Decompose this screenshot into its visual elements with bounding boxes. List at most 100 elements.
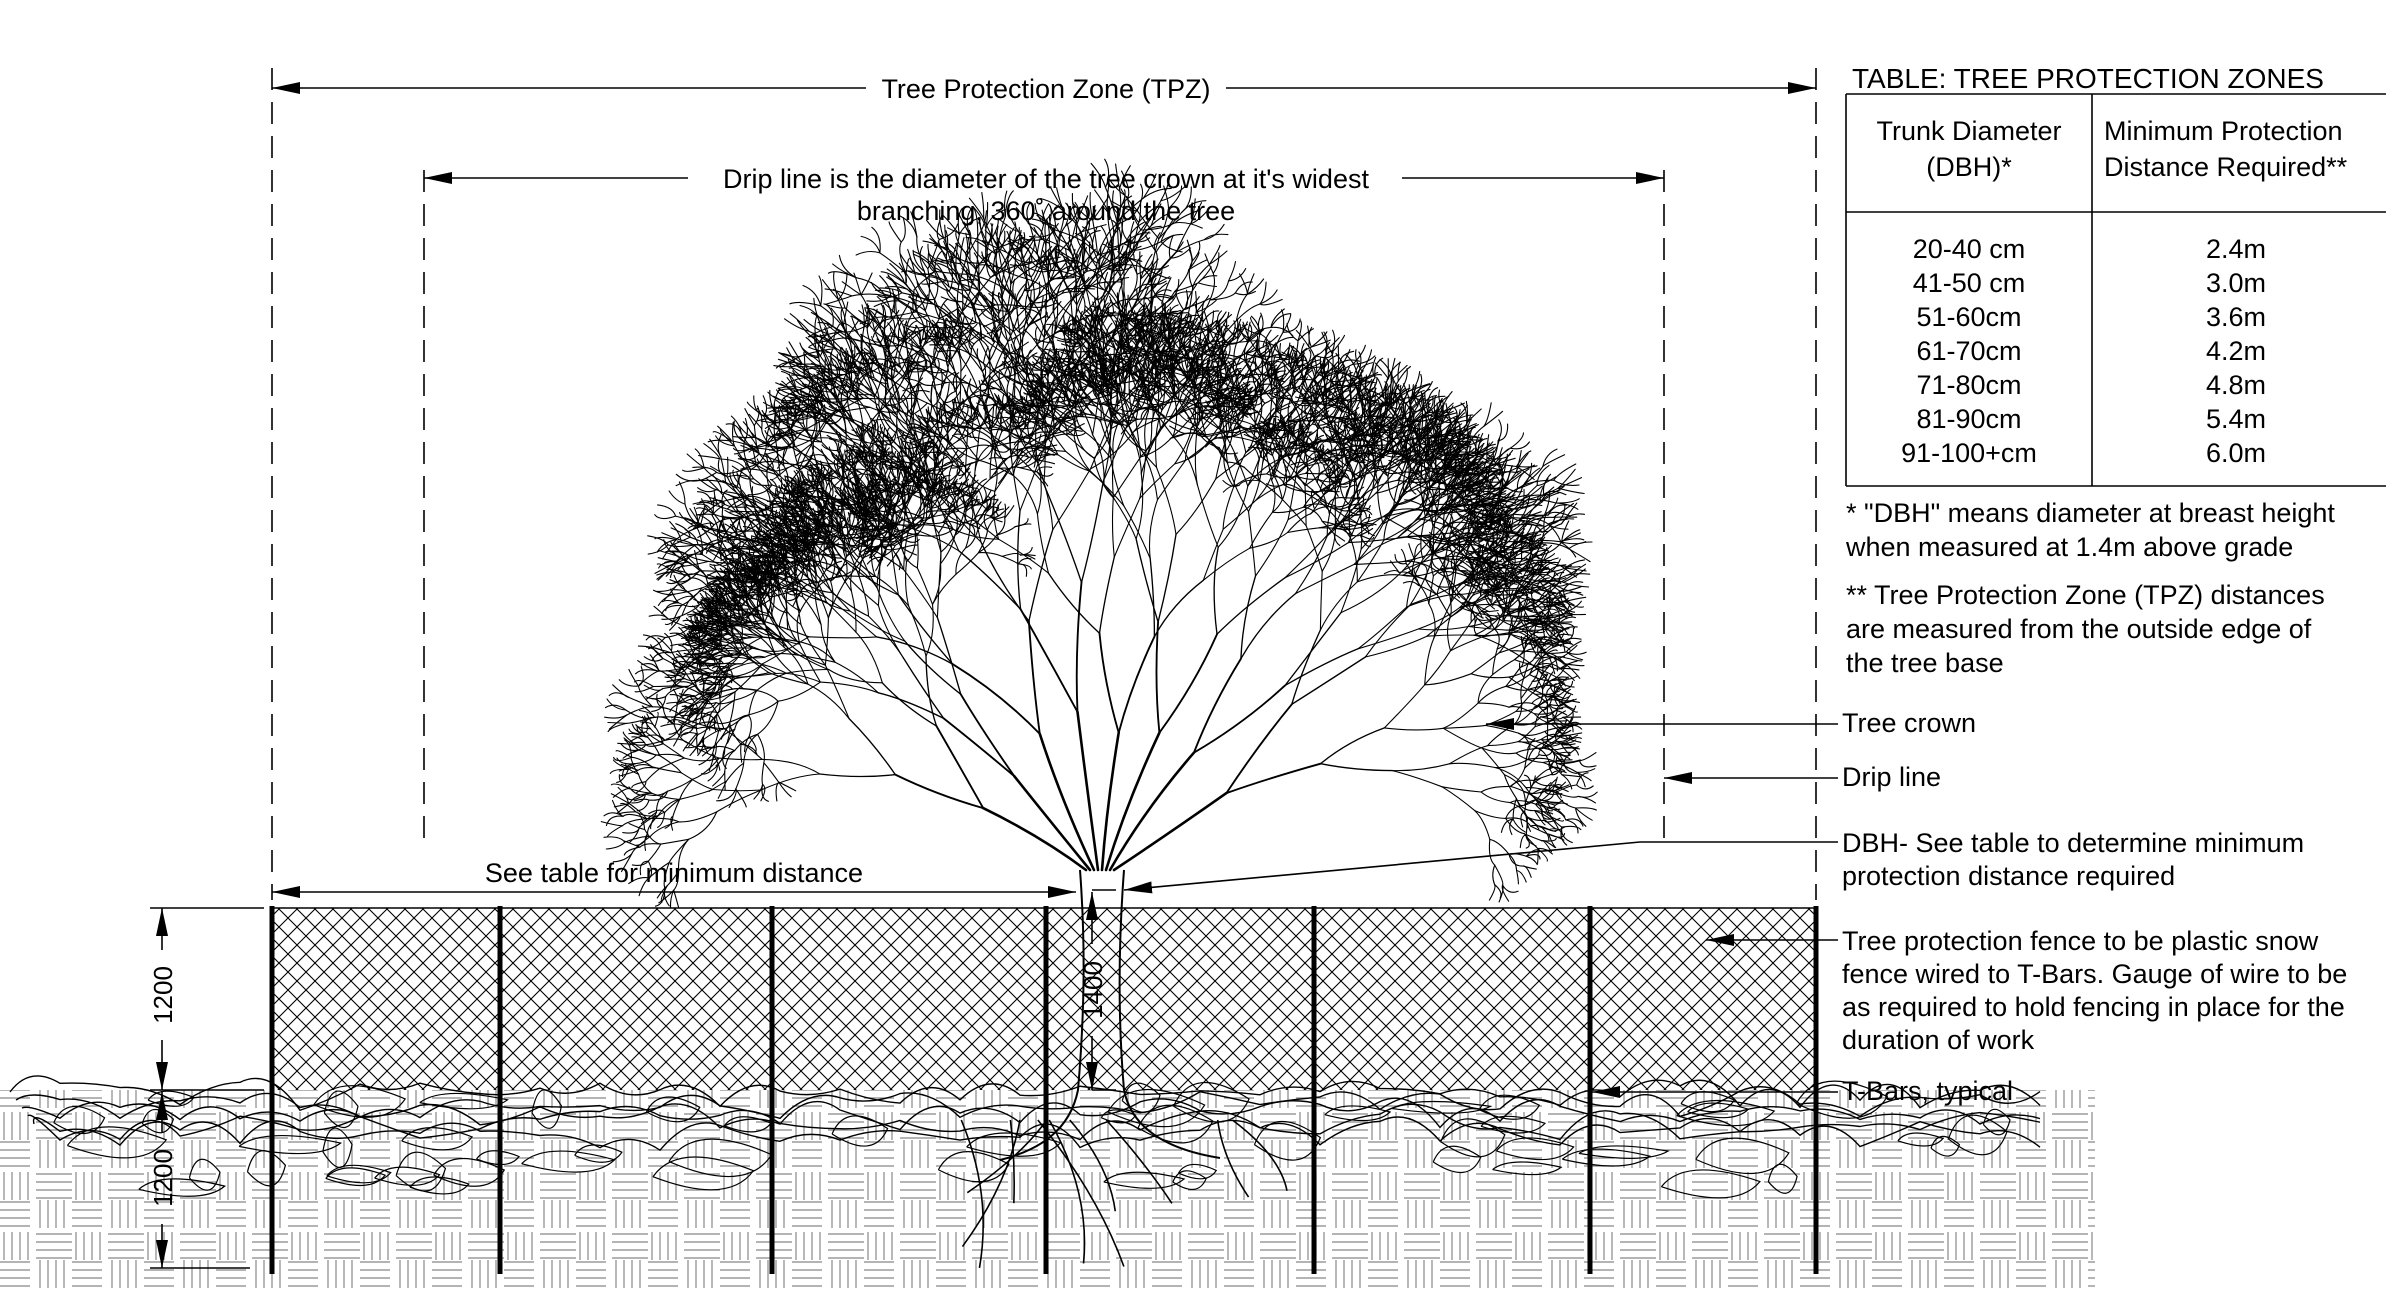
tree-branch [607, 722, 627, 733]
tree-branch [804, 541, 818, 553]
tree-branch [704, 591, 721, 604]
tree-branch [711, 665, 729, 669]
root-line [325, 1167, 387, 1187]
tree-branch [636, 799, 650, 812]
tree-branch [901, 537, 920, 543]
tree-branch [752, 539, 767, 552]
tree-branch [955, 478, 962, 494]
tree-branch [901, 544, 919, 549]
root-line [1676, 1099, 1776, 1127]
tree-branch [628, 786, 646, 796]
tree-branch [735, 542, 761, 550]
tree-branch [905, 529, 917, 563]
tree-branch [1004, 505, 1015, 519]
tree-branch [628, 732, 646, 738]
tree-branch [671, 662, 691, 668]
tree-branch [737, 589, 744, 606]
tree-branch [1001, 555, 1019, 565]
tree-branch [673, 673, 687, 688]
tree-branch [799, 643, 821, 683]
tree-branch [617, 786, 630, 804]
tree-branch [747, 653, 777, 675]
tree-branch [1066, 434, 1095, 459]
tree-branch [724, 523, 739, 536]
tree-branch [738, 521, 746, 537]
root-line [521, 1150, 616, 1173]
tree-branch [1036, 471, 1049, 487]
tree-branch [709, 714, 718, 731]
tree-branch [817, 501, 824, 530]
tree-branch [942, 717, 1016, 778]
tree-branch [749, 620, 773, 636]
tree-branch [622, 813, 648, 820]
tree-branch [624, 739, 633, 758]
tree-branch [716, 693, 721, 716]
tree-branch [781, 566, 802, 582]
tree-branch [657, 504, 677, 517]
tree-branch [613, 801, 631, 808]
tree-branch [633, 679, 654, 688]
tree-branch [716, 575, 735, 580]
tree-branch [940, 534, 956, 565]
tree-branch [728, 571, 730, 589]
tree-branch [644, 790, 668, 796]
tree-branch [974, 478, 988, 493]
tree-branch [623, 737, 639, 751]
tree-branch [1038, 732, 1096, 872]
tree-branch [977, 552, 1003, 557]
tree-branch [626, 793, 646, 801]
tree-branch [699, 631, 715, 640]
tree-branch [620, 743, 639, 752]
tree-branch [638, 670, 659, 686]
root-line [1561, 1148, 1652, 1167]
tree-branch [987, 498, 999, 512]
tree-branch [886, 553, 897, 567]
tree-branch [655, 584, 678, 593]
tree-branch [678, 788, 714, 800]
tree-branch [698, 707, 704, 725]
tree-branch [603, 836, 626, 843]
tree-branch [904, 436, 909, 455]
tree-branch [983, 510, 989, 531]
tree-branch [762, 636, 798, 642]
tree-branch [982, 490, 992, 504]
tree-branch [779, 561, 787, 581]
tree-branch [745, 613, 774, 619]
tree-branch [678, 644, 694, 659]
tree-branch [684, 698, 699, 711]
tree-branch [707, 656, 723, 665]
tree-branch [697, 693, 720, 700]
tree-branch [850, 556, 860, 592]
tree-branch [997, 506, 1010, 517]
root-line [475, 1150, 520, 1166]
tree-branch [760, 783, 766, 802]
tree-branch [611, 799, 624, 817]
tree-branch [801, 540, 818, 545]
tree-branch [657, 798, 680, 817]
tree-branch [649, 821, 680, 838]
tree-branch [1174, 269, 1190, 293]
tree-branch [668, 490, 686, 505]
tree-branch [740, 636, 764, 651]
tree-branch [738, 652, 766, 659]
tree-branch [605, 841, 626, 850]
tree-branch [800, 624, 826, 666]
tree-branch [609, 768, 629, 774]
tree-branch [840, 515, 861, 538]
tree-branch [773, 550, 783, 568]
root-line [326, 1164, 392, 1184]
tree-branch [753, 395, 765, 417]
root-line [433, 1158, 506, 1187]
tree-branch [877, 692, 945, 720]
root-line [961, 1119, 1021, 1248]
tree-drawing [600, 158, 1598, 1161]
tree-branch [804, 539, 818, 576]
tree-branch [846, 498, 863, 514]
root-line [1103, 1171, 1186, 1189]
tree-branch [680, 681, 697, 687]
tree-branch [628, 877, 650, 885]
tree-branch [637, 766, 661, 771]
tree-branch [770, 584, 809, 593]
tree-branch [706, 595, 724, 603]
root-line [53, 1105, 106, 1135]
